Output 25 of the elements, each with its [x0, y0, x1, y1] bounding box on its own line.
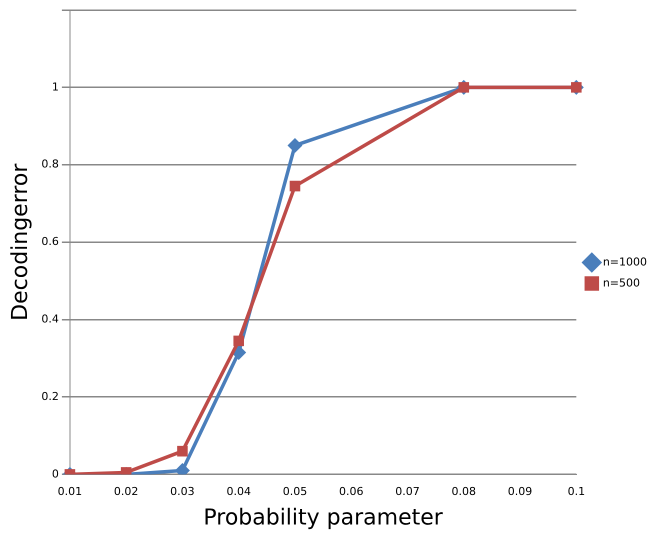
legend-label: n=1000 — [602, 255, 648, 268]
y-tick-label: 1 — [52, 80, 59, 94]
point — [290, 180, 300, 192]
x-tick-label: 0.06 — [338, 484, 364, 498]
point — [288, 138, 302, 152]
y-tick-label: 0.6 — [41, 235, 59, 248]
y-axis-title: Decodingerror — [8, 162, 33, 321]
y-tick-label: 0.2 — [41, 390, 59, 403]
point — [177, 446, 188, 456]
point — [233, 336, 244, 346]
x-axis-title: Probability parameter — [203, 506, 444, 531]
point — [232, 346, 246, 360]
x-tick-label: 0.07 — [395, 484, 420, 498]
x-tick-label: 0.09 — [508, 484, 532, 498]
x-tick-label: 0.1 — [568, 484, 586, 498]
y-tick-label: 0.4 — [41, 312, 59, 326]
x-tick-label: 0.01 — [58, 484, 82, 498]
y-tick-label: 0.8 — [41, 158, 59, 171]
x-tick-label: 0.02 — [114, 484, 138, 498]
x-tick-label: 0.08 — [452, 484, 476, 498]
legend-label: n=500 — [602, 276, 640, 290]
x-tick-label: 0.05 — [282, 484, 308, 498]
y-tick-label: 0 — [52, 467, 59, 480]
x-tick-label: 0.03 — [170, 484, 195, 498]
x-tick-label: 0.04 — [226, 484, 251, 498]
